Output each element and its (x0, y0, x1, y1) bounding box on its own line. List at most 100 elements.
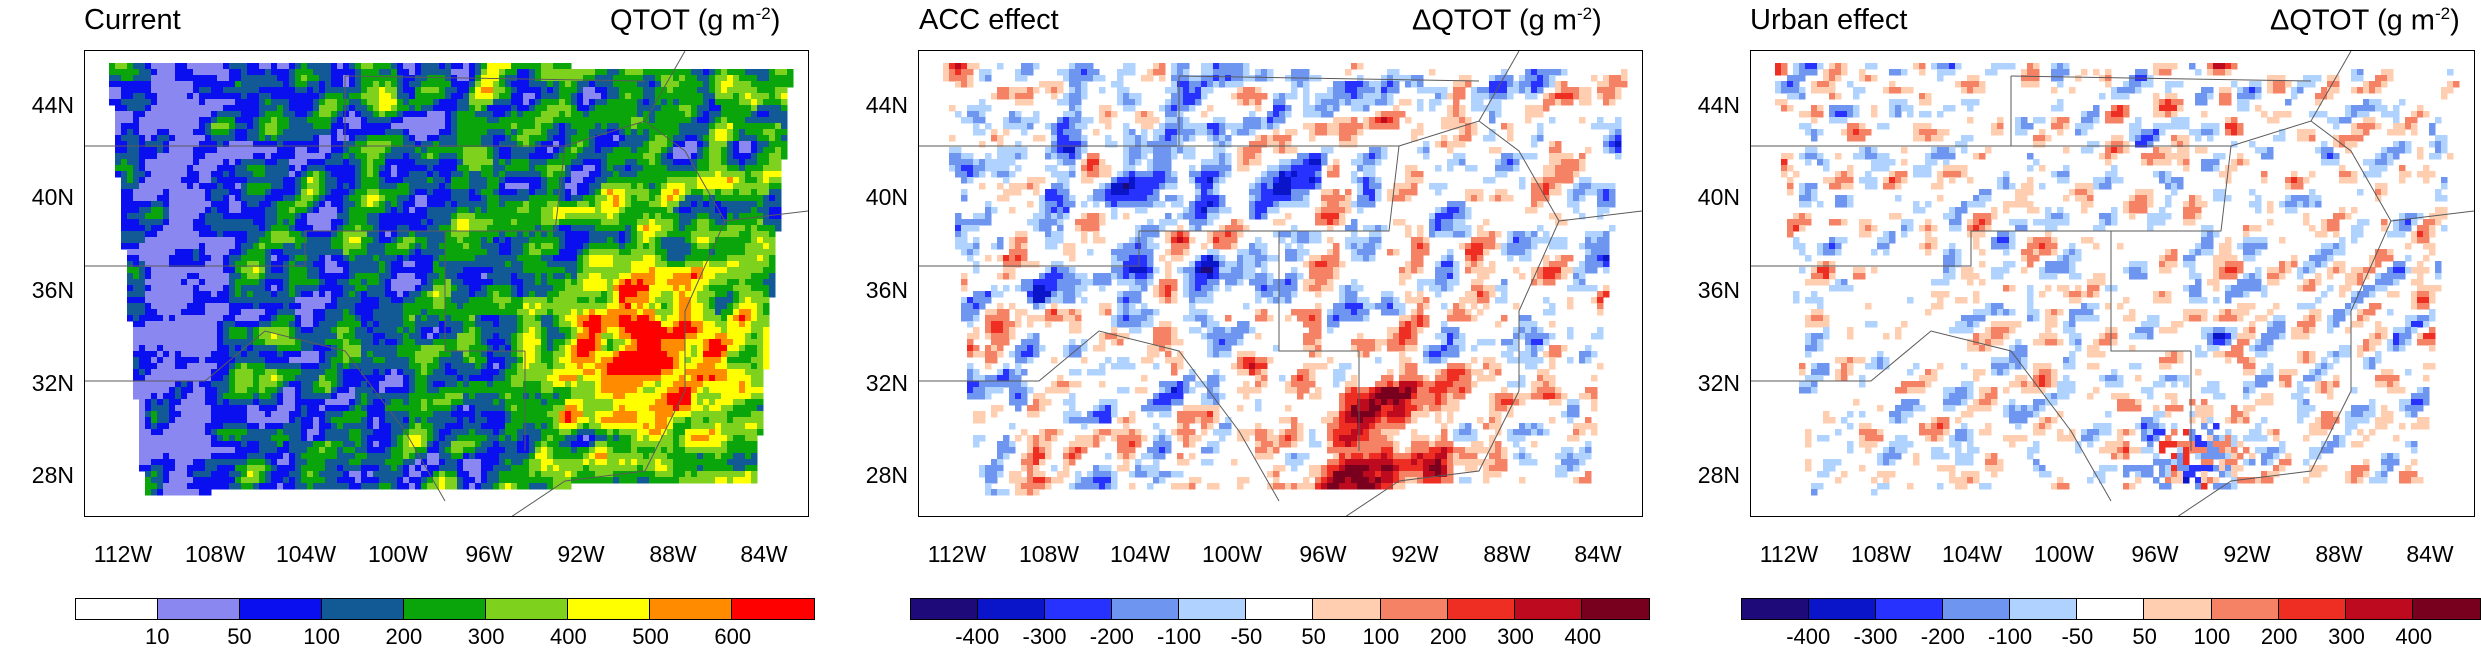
colorbar-label: -300 (1022, 624, 1067, 649)
variable-label: ΔQTOT (g m-2) (2270, 4, 2460, 37)
colorbar-swatch (978, 599, 1046, 619)
lon-label: 112W (927, 541, 987, 567)
colorbar-swatch (1380, 599, 1448, 619)
colorbar-label: -200 (1089, 624, 1134, 649)
lon-label: 84W (740, 541, 788, 567)
colorbar-label: -300 (1853, 624, 1898, 649)
map-canvas-current (85, 51, 808, 516)
colorbar-swatch (1045, 599, 1113, 619)
lat-label: 40N (1697, 184, 1740, 210)
colorbar-swatch (1313, 599, 1381, 619)
colorbar-swatch (1179, 599, 1247, 619)
colorbar-swatch (1742, 599, 1810, 619)
colorbar-swatch (2278, 599, 2346, 619)
lon-label: 92W (557, 541, 605, 567)
lon-label: 104W (1941, 541, 2003, 567)
colorbar-label: 400 (2395, 624, 2433, 649)
colorbar-label: -400 (955, 624, 1000, 649)
colorbar-swatch (1943, 599, 2011, 619)
colorbar-swatch (732, 599, 814, 619)
colorbar-swatch (1876, 599, 1944, 619)
map-canvas-acc (919, 51, 1642, 516)
colorbar-label: -100 (1988, 624, 2033, 649)
colorbar-swatch (2412, 599, 2480, 619)
lat-label: 28N (865, 462, 908, 488)
colorbar-swatch (486, 599, 568, 619)
panel-urban-effect: Urban effect ΔQTOT (g m-2) 44N 40N 36N 32N 2… (1654, 0, 2481, 651)
lat-label: 44N (1697, 92, 1740, 118)
colorbar-diff-urban (1741, 598, 2481, 620)
colorbar-swatch (322, 599, 404, 619)
colorbar-swatch (2010, 599, 2078, 619)
colorbar-label: 10 (144, 624, 170, 649)
lat-label: 36N (865, 277, 908, 303)
colorbar-label: 50 (1301, 624, 1326, 649)
lon-label: 88W (1483, 541, 1531, 567)
variable-label: ΔQTOT (g m-2) (1412, 4, 1602, 37)
colorbar-label: -100 (1157, 624, 1202, 649)
lon-label: 100W (2033, 541, 2095, 567)
colorbar-label: 500 (632, 624, 669, 649)
lat-label: 28N (31, 462, 74, 488)
lat-label: 44N (865, 92, 908, 118)
colorbar-label: 600 (714, 624, 752, 649)
panel-title: ACC effect (919, 4, 1059, 36)
lat-label: 28N (1697, 462, 1740, 488)
lon-label: 104W (275, 541, 337, 567)
panel-acc-effect: ACC effect ΔQTOT (g m-2) 44N 40N 36N 32N 28N… (827, 0, 1654, 651)
lon-label: 112W (1759, 541, 1819, 567)
colorbar-label: -50 (2061, 624, 2094, 649)
colorbar-label: 200 (1429, 624, 1467, 649)
lat-label: 36N (31, 277, 74, 303)
lon-label: 100W (1201, 541, 1263, 567)
map-urban-effect (1750, 50, 2475, 517)
colorbar-swatch (240, 599, 322, 619)
lon-label: 96W (1299, 541, 1347, 567)
lon-label: 104W (1109, 541, 1171, 567)
colorbar-swatch (1514, 599, 1582, 619)
panel-current: Current QTOT (g m-2) 44N 40N 36N 32N 28N 112… (0, 0, 827, 651)
colorbar-swatch (1581, 599, 1649, 619)
lon-label: 108W (1018, 541, 1080, 567)
lon-label: 100W (367, 541, 429, 567)
colorbar-diff-acc (910, 598, 1650, 620)
panel-title: Current (84, 4, 181, 36)
colorbar-label: 400 (549, 624, 587, 649)
colorbar-label: 300 (1497, 624, 1534, 649)
colorbar-label: 100 (303, 624, 341, 649)
lon-label: 84W (1574, 541, 1622, 567)
colorbar-label: -200 (1920, 624, 1965, 649)
lon-label: 92W (1391, 541, 1439, 567)
lat-label: 44N (31, 92, 74, 118)
colorbar-swatch (2211, 599, 2279, 619)
colorbar-swatch (2345, 599, 2413, 619)
colorbar-label: 300 (2328, 624, 2365, 649)
colorbar-abs (75, 598, 815, 620)
colorbar-swatch (1809, 599, 1877, 619)
colorbar-label: 200 (385, 624, 423, 649)
colorbar-label: -50 (1230, 624, 1263, 649)
lat-label: 36N (1697, 277, 1740, 303)
colorbar-swatch (911, 599, 979, 619)
colorbar-swatch (1447, 599, 1515, 619)
lat-label: 32N (865, 370, 908, 396)
lat-label: 40N (31, 184, 74, 210)
lon-label: 108W (1850, 541, 1912, 567)
lon-label: 92W (2223, 541, 2271, 567)
colorbar-swatch (404, 599, 486, 619)
colorbar-label: 300 (467, 624, 505, 649)
variable-label: QTOT (g m-2) (610, 4, 781, 37)
colorbar-label: 100 (2193, 624, 2231, 649)
lon-label: 112W (93, 541, 153, 567)
panel-title: Urban effect (1750, 4, 1908, 36)
colorbar-label: 100 (1362, 624, 1400, 649)
colorbar-swatch (2144, 599, 2212, 619)
colorbar-label: 400 (1564, 624, 1602, 649)
colorbar-swatch (158, 599, 240, 619)
colorbar-label: -400 (1786, 624, 1831, 649)
map-current (84, 50, 809, 517)
lat-label: 32N (31, 370, 74, 396)
lon-label: 88W (2315, 541, 2363, 567)
colorbar-swatch (1112, 599, 1180, 619)
colorbar-swatch (1246, 599, 1314, 619)
